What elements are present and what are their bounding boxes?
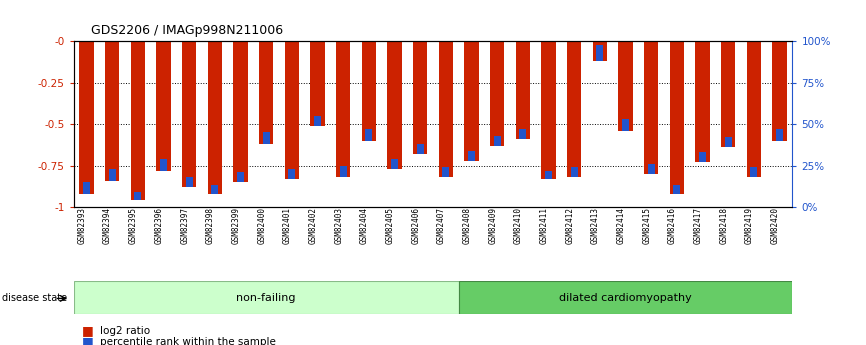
Text: GSM82406: GSM82406 — [411, 207, 420, 244]
Text: GSM82397: GSM82397 — [180, 207, 189, 244]
Bar — [746, 41, 761, 177]
Bar — [105, 41, 120, 180]
Text: GSM82418: GSM82418 — [720, 207, 728, 244]
Bar — [644, 41, 658, 174]
Bar — [208, 41, 222, 194]
Text: ■: ■ — [82, 324, 94, 337]
Text: GSM82415: GSM82415 — [643, 207, 651, 244]
Bar — [459, 281, 792, 314]
Bar — [567, 41, 581, 177]
Bar — [157, 41, 171, 170]
Bar — [721, 41, 735, 147]
Text: ■: ■ — [82, 335, 94, 345]
Bar — [439, 41, 453, 177]
Bar — [285, 41, 299, 179]
Bar — [545, 170, 552, 179]
Text: GSM82417: GSM82417 — [694, 207, 702, 244]
Text: GSM82409: GSM82409 — [488, 207, 497, 244]
Text: GSM82412: GSM82412 — [565, 207, 574, 244]
Text: GSM82398: GSM82398 — [206, 207, 215, 244]
Bar — [674, 186, 681, 194]
Text: GSM82393: GSM82393 — [77, 207, 87, 244]
Bar — [772, 41, 786, 141]
Bar — [776, 129, 783, 141]
Text: GSM82408: GSM82408 — [462, 207, 471, 244]
Bar — [362, 41, 376, 141]
Bar — [131, 41, 145, 200]
Text: GSM82399: GSM82399 — [231, 207, 241, 244]
Bar — [494, 136, 501, 146]
Text: GSM82411: GSM82411 — [540, 207, 548, 244]
Bar — [699, 152, 706, 162]
Bar — [597, 45, 604, 61]
Bar — [443, 167, 449, 177]
Bar — [185, 177, 192, 187]
Text: GSM82416: GSM82416 — [668, 207, 677, 244]
Bar — [413, 41, 427, 154]
Bar — [339, 166, 346, 177]
Bar — [314, 116, 321, 126]
Text: GSM82401: GSM82401 — [283, 207, 292, 244]
Bar — [74, 281, 459, 314]
Text: percentile rank within the sample: percentile rank within the sample — [100, 337, 275, 345]
Bar — [618, 41, 632, 131]
Text: GSM82403: GSM82403 — [334, 207, 343, 244]
Bar — [237, 172, 244, 182]
Bar — [387, 41, 402, 169]
Bar — [288, 169, 295, 179]
Text: GSM82410: GSM82410 — [514, 207, 523, 244]
Bar — [80, 41, 94, 194]
Bar — [464, 41, 479, 161]
Bar — [160, 159, 167, 170]
Bar — [365, 129, 372, 141]
Bar — [234, 41, 248, 182]
Bar — [391, 159, 398, 169]
Bar — [725, 137, 732, 147]
Text: GSM82405: GSM82405 — [385, 207, 395, 244]
Bar — [520, 129, 527, 139]
Bar — [541, 41, 556, 179]
Bar — [695, 41, 709, 162]
Bar — [468, 151, 475, 161]
Text: log2 ratio: log2 ratio — [100, 326, 150, 335]
Bar — [83, 182, 90, 194]
Bar — [516, 41, 530, 139]
Text: GDS2206 / IMAGp998N211006: GDS2206 / IMAGp998N211006 — [91, 24, 283, 37]
Text: GSM82420: GSM82420 — [771, 207, 779, 244]
Text: disease state: disease state — [2, 294, 67, 303]
Bar — [336, 41, 350, 177]
Text: GSM82396: GSM82396 — [154, 207, 164, 244]
Bar — [211, 186, 218, 194]
Bar — [571, 167, 578, 177]
Bar — [490, 41, 504, 146]
Text: GSM82404: GSM82404 — [360, 207, 369, 244]
Bar — [669, 41, 684, 194]
Text: GSM82394: GSM82394 — [103, 207, 112, 244]
Text: GSM82414: GSM82414 — [617, 207, 625, 244]
Text: GSM82413: GSM82413 — [591, 207, 600, 244]
Text: GSM82407: GSM82407 — [436, 207, 446, 244]
Text: dilated cardiomyopathy: dilated cardiomyopathy — [559, 293, 692, 303]
Text: GSM82400: GSM82400 — [257, 207, 266, 244]
Text: GSM82395: GSM82395 — [129, 207, 138, 244]
Bar — [417, 144, 423, 154]
Bar — [134, 192, 141, 200]
Bar — [593, 41, 607, 61]
Bar — [182, 41, 197, 187]
Text: GSM82419: GSM82419 — [745, 207, 754, 244]
Bar — [310, 41, 325, 126]
Bar — [259, 41, 273, 144]
Bar — [750, 167, 758, 177]
Text: GSM82402: GSM82402 — [308, 207, 318, 244]
Bar — [262, 132, 269, 144]
Bar — [108, 169, 116, 180]
Bar — [622, 119, 629, 131]
Text: non-failing: non-failing — [236, 293, 296, 303]
Bar — [648, 164, 655, 174]
